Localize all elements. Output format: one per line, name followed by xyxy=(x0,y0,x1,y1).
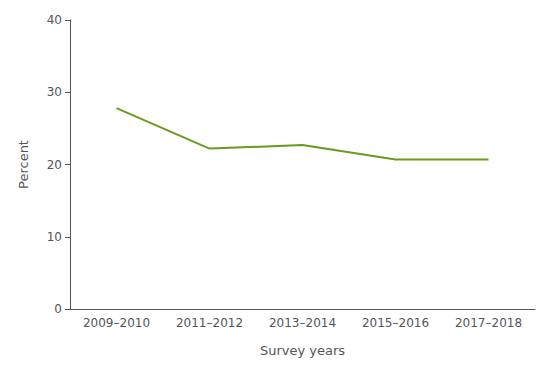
svg-text:Percent: Percent xyxy=(16,140,31,189)
svg-text:2017–2018: 2017–2018 xyxy=(455,316,522,330)
svg-text:30: 30 xyxy=(47,85,62,99)
svg-text:Survey years: Survey years xyxy=(260,343,345,358)
svg-text:2011–2012: 2011–2012 xyxy=(176,316,243,330)
svg-text:2013–2014: 2013–2014 xyxy=(269,316,336,330)
svg-text:2009–2010: 2009–2010 xyxy=(83,316,150,330)
svg-text:40: 40 xyxy=(47,13,62,27)
svg-text:0: 0 xyxy=(54,302,62,316)
svg-text:10: 10 xyxy=(47,230,62,244)
svg-text:2015–2016: 2015–2016 xyxy=(362,316,429,330)
svg-text:20: 20 xyxy=(47,158,62,172)
